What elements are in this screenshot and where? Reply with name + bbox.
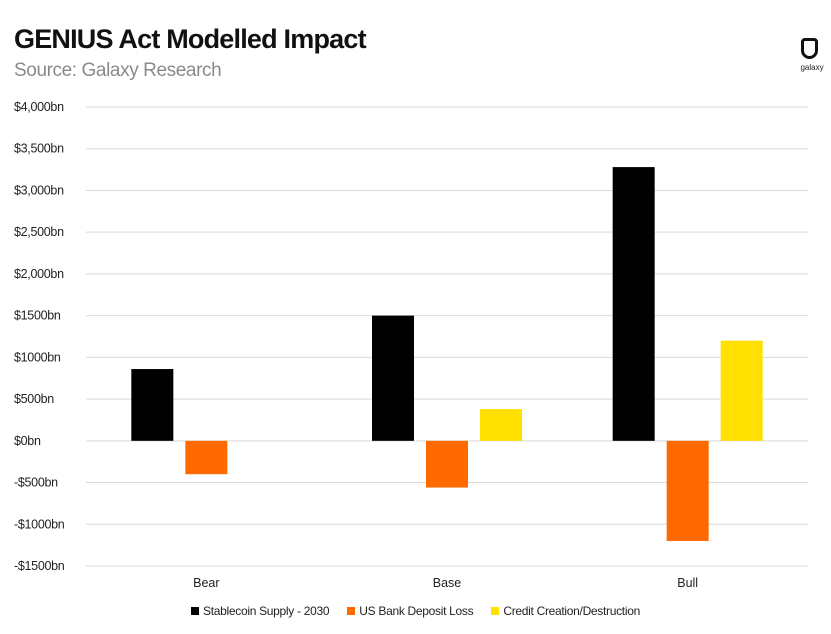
- bar-chart: $4,000bn $3,500bn $3,000bn $2,500bn $2,000bn…: [14, 100, 808, 590]
- legend-swatch: [191, 607, 200, 615]
- y-tick-label: $4,000bn: [14, 100, 64, 114]
- bar-bull-1: [666, 440, 709, 541]
- legend-label: Credit Creation/Destruction: [503, 604, 640, 618]
- y-tick-label: $3,500bn: [14, 142, 64, 156]
- bar-base-0: [372, 315, 414, 441]
- bar-bear-0: [131, 369, 174, 441]
- y-tick-label: $3,000bn: [14, 183, 64, 197]
- y-tick-label: $2,500bn: [14, 225, 64, 239]
- galaxy-logo-icon: [801, 38, 818, 59]
- legend-label: US Bank Deposit Loss: [359, 604, 474, 618]
- legend-item: Stablecoin Supply - 2030: [191, 604, 330, 618]
- chart-subtitle: Source: Galaxy Research: [14, 60, 222, 81]
- y-tick-label: $1000bn: [14, 350, 61, 364]
- y-tick-label: $500bn: [14, 392, 54, 406]
- category-label-bear: Bear: [193, 576, 219, 590]
- bar-base-1: [426, 440, 468, 488]
- gridlines: [86, 106, 808, 567]
- y-tick-label: -$1500bn: [14, 559, 65, 573]
- legend-swatch: [347, 607, 356, 615]
- bars: [131, 167, 763, 541]
- logo-text: galaxy: [800, 63, 824, 72]
- y-tick-label: $1500bn: [14, 309, 61, 323]
- bar-bull-0: [612, 167, 655, 441]
- category-label-bull: Bull: [677, 576, 698, 590]
- y-tick-label: -$1000bn: [14, 517, 65, 531]
- chart-title: GENIUS Act Modelled Impact: [14, 24, 367, 54]
- legend-item: US Bank Deposit Loss: [347, 604, 474, 618]
- legend-swatch: [491, 607, 500, 615]
- bar-bear-1: [185, 440, 228, 475]
- y-tick-label: $2,000bn: [14, 267, 64, 281]
- y-tick-label: -$500bn: [14, 476, 58, 490]
- category-label-base: Base: [433, 576, 462, 590]
- bar-base-2: [480, 409, 522, 441]
- galaxy-logo: galaxy: [795, 38, 829, 78]
- y-axis-tick-labels: $4,000bn $3,500bn $3,000bn $2,500bn $2,000bn…: [14, 100, 65, 573]
- y-tick-label: $0bn: [14, 434, 41, 448]
- x-axis-category-labels: Bear Base Bull: [193, 576, 698, 590]
- legend-label: Stablecoin Supply - 2030: [203, 604, 330, 618]
- legend: Stablecoin Supply - 2030 US Bank Deposit …: [0, 604, 831, 618]
- bar-bull-2: [720, 340, 763, 441]
- legend-item: Credit Creation/Destruction: [491, 604, 640, 618]
